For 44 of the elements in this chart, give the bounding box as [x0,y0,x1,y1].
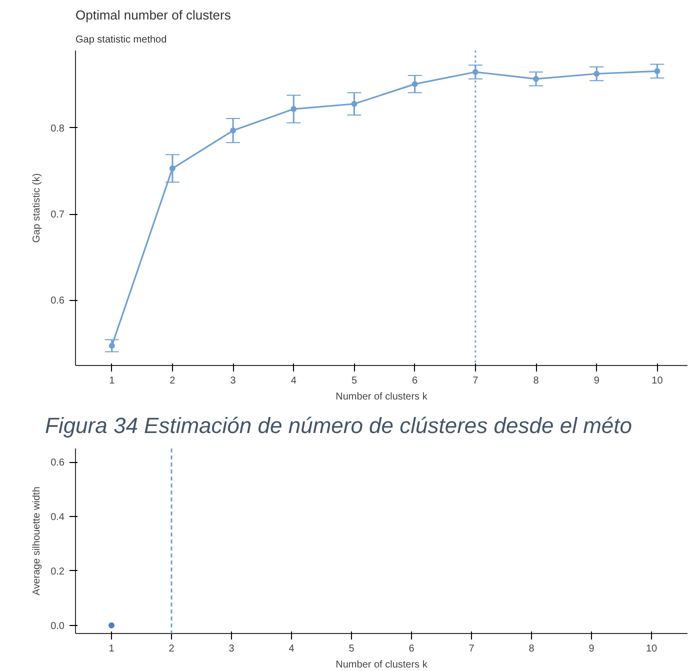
x-axis-title: Number of clusters k [336,660,428,670]
point [533,76,540,82]
x-tick-label: 10 [652,376,664,386]
y-tick-label: 0.6 [50,296,65,307]
x-tick-label: 4 [288,644,295,654]
x-tick-label: 9 [588,644,595,654]
x-tick-label: 5 [348,644,355,654]
y-tick-label: 0.8 [50,123,65,134]
point [351,100,358,107]
point [594,70,600,77]
x-tick-label: 2 [170,376,176,386]
x-tick-label: 9 [594,376,600,386]
x-tick-label: 1 [108,644,115,654]
point [472,69,478,76]
chart-subtitle: Gap statistic method [76,34,167,46]
chart-title: Optimal number of clusters [76,8,232,22]
y-tick-label: 0.7 [50,210,65,221]
x-tick-label: 4 [290,376,297,386]
y-tick-label: 0.6 [50,458,65,469]
point [169,165,176,172]
text: Figura 34 Estimación de número de clústeres desde el méto [45,412,632,440]
x-tick-label: 7 [468,644,475,654]
x-tick-label: 3 [228,644,235,654]
x-tick-label: 5 [351,376,358,386]
y-axis-title: Gap statistic (k) [32,173,43,243]
x-tick-label: 6 [408,644,415,654]
y-tick-label: 0.0 [50,620,65,632]
x-tick-label: 6 [412,376,418,386]
x-tick-label: 8 [528,644,535,654]
x-tick-label: 7 [472,376,479,386]
point [290,106,297,112]
y-tick-label: 0.2 [50,566,65,578]
point [654,68,660,74]
x-tick-label: 3 [230,376,236,386]
point [412,81,418,88]
x-axis-title: Number of clusters k [336,392,428,402]
x-tick-label: 8 [533,376,540,386]
point [108,342,115,349]
x-tick-label: 2 [168,644,175,654]
y-axis-title: Average silhouette width [32,486,43,596]
point [230,128,236,134]
y-tick-label: 0.4 [50,512,65,524]
x-tick-label: 10 [646,644,658,654]
x-tick-label: 1 [109,376,116,386]
